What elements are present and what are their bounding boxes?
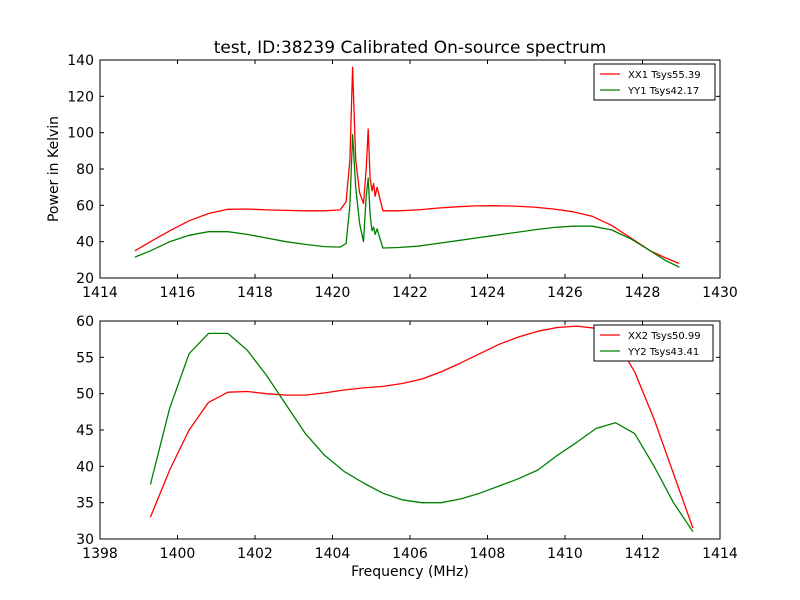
x-tick-label: 1424 — [470, 285, 506, 301]
y-tick-label: 140 — [67, 53, 94, 69]
y-tick-label: 120 — [67, 89, 94, 105]
y-tick-label: 55 — [76, 350, 94, 366]
x-tick-label: 1426 — [547, 285, 583, 301]
legend-2: XX2 Tsys50.99 YY2 Tsys43.41 — [593, 324, 714, 362]
x-tick-label: 1430 — [702, 285, 738, 301]
x-tick-label: 1408 — [470, 546, 506, 562]
y-tick-label: 20 — [76, 271, 94, 287]
y-tick-label: 40 — [76, 235, 94, 251]
y-tick-label: 80 — [76, 162, 94, 178]
plot-2: 1398 1400 1402 1404 1406 1408 1410 1412 1414 30 35… — [76, 314, 738, 580]
y-axis-label: Power in Kelvin — [46, 116, 62, 222]
x-tick-label: 1406 — [392, 546, 428, 562]
x-tick-label: 1422 — [392, 285, 428, 301]
plots: 1414 1416 1418 1420 1422 1424 1426 1428 1430 20 40… — [46, 53, 738, 580]
legend-entry-label: YY1 Tsys42.17 — [627, 86, 699, 97]
x-tick-label: 1398 — [82, 546, 118, 562]
series-line-1-2 — [134, 133, 680, 268]
legend-entry-label: XX2 Tsys50.99 — [628, 331, 701, 342]
legend-box — [593, 324, 714, 362]
y-tick-label: 30 — [76, 532, 94, 548]
y-tick-label: 100 — [67, 126, 94, 142]
series-line-1-1 — [134, 66, 680, 265]
x-tick-label: 1416 — [160, 285, 196, 301]
x-tick-label: 1402 — [237, 546, 273, 562]
y-tick-label: 45 — [76, 423, 94, 439]
legend-1: XX1 Tsys55.39 YY1 Tsys42.17 — [593, 63, 716, 101]
x-tick-label: 1404 — [315, 546, 351, 562]
figure-title: test, ID:38239 Calibrated On-source spec… — [214, 38, 607, 58]
x-tick-label: 1418 — [237, 285, 273, 301]
legend-entry-label: XX1 Tsys55.39 — [628, 70, 701, 81]
series-line-2-2 — [149, 332, 694, 533]
x-tick-label: 1428 — [625, 285, 661, 301]
x-tick-label: 1410 — [547, 546, 583, 562]
plot-1: 1414 1416 1418 1420 1422 1424 1426 1428 1430 20 40… — [46, 53, 738, 301]
legend-box — [593, 63, 716, 101]
y-tick-label: 60 — [76, 314, 94, 330]
x-tick-label: 1414 — [82, 285, 118, 301]
y-tick-label: 50 — [76, 387, 94, 403]
x-tick-label: 1414 — [702, 546, 738, 562]
y-tick-label: 40 — [76, 459, 94, 475]
x-tick-label: 1400 — [160, 546, 196, 562]
y-tick-label: 60 — [76, 198, 94, 214]
x-tick-label: 1420 — [315, 285, 351, 301]
x-tick-label: 1412 — [625, 546, 661, 562]
y-tick-label: 35 — [76, 496, 94, 512]
legend-entry-label: YY2 Tsys43.41 — [627, 347, 699, 358]
x-axis-label: Frequency (MHz) — [351, 564, 469, 580]
